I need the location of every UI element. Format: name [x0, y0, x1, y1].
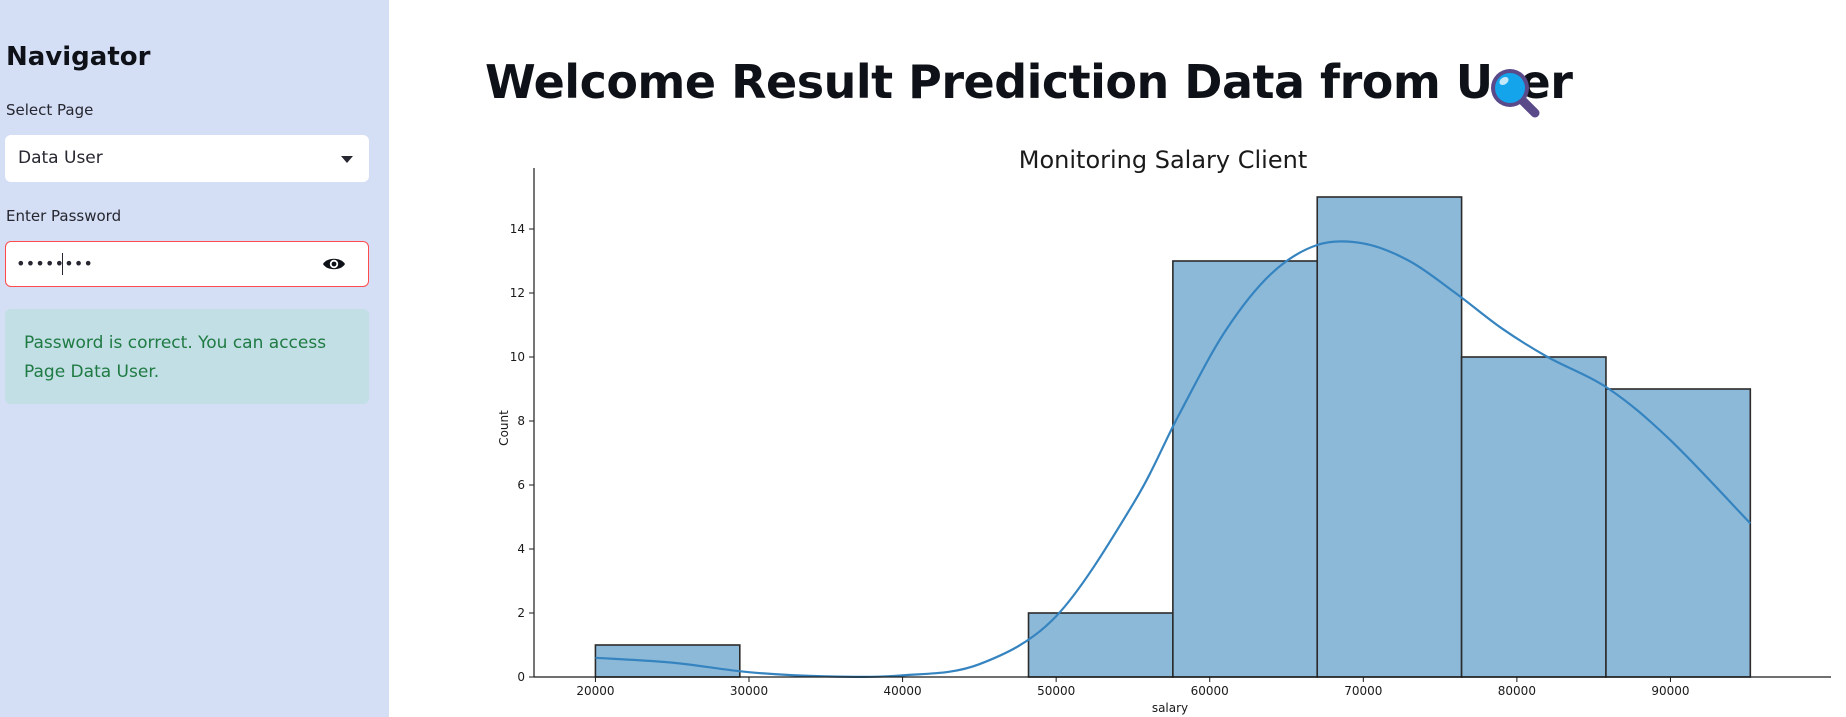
y-tick-label: 12 [510, 286, 525, 300]
sidebar-title: Navigator [6, 42, 151, 72]
histogram-bar-0 [594, 644, 741, 678]
chart-title: Monitoring Salary Client [1019, 146, 1307, 174]
y-tick-label: 2 [517, 606, 525, 620]
success-alert: Password is correct. You can access Page… [5, 309, 369, 404]
x-tick-label: 30000 [730, 684, 768, 698]
select-page-value: Data User [18, 148, 103, 168]
password-label: Enter Password [6, 207, 122, 225]
select-page-dropdown[interactable]: Data User [5, 135, 369, 182]
password-value: •••••••• [16, 254, 94, 273]
x-tick-label: 90000 [1651, 684, 1689, 698]
x-tick-label: 80000 [1498, 684, 1536, 698]
eye-icon[interactable] [322, 256, 346, 272]
histogram-bar-6 [1460, 356, 1607, 678]
histogram-bar-7 [1605, 388, 1752, 678]
x-tick-label: 60000 [1191, 684, 1229, 698]
y-tick-label: 0 [517, 670, 525, 684]
magnifying-glass-icon [1491, 69, 1540, 118]
x-tick-label: 70000 [1344, 684, 1382, 698]
axes-layer: 20000 30000 40000 50000 60000 70000 80000 90000… [510, 168, 1831, 698]
y-tick-label: 4 [517, 542, 525, 556]
y-tick-label: 10 [510, 350, 525, 364]
histogram-bar-4 [1172, 260, 1319, 678]
x-tick-label: 40000 [883, 684, 921, 698]
sidebar: Navigator Select Page Data User Enter Pa… [0, 0, 389, 717]
chevron-down-icon[interactable] [341, 156, 353, 163]
y-tick-label: 6 [517, 478, 525, 492]
bars-layer [594, 196, 1752, 678]
page-title: Welcome Result Prediction Data from User [485, 55, 1573, 109]
y-axis-label: Count [497, 410, 511, 446]
x-axis-label: salary [1152, 701, 1188, 715]
y-tick-label: 14 [510, 222, 525, 236]
text-cursor [62, 253, 63, 275]
password-input[interactable]: •••••••• [5, 241, 369, 287]
select-page-label: Select Page [6, 101, 94, 119]
x-tick-label: 20000 [576, 684, 614, 698]
salary-histogram-chart: Monitoring Salary Client 20000 30000 40000… [497, 146, 1831, 715]
x-tick-label: 50000 [1037, 684, 1075, 698]
histogram-bar-5 [1316, 196, 1463, 678]
y-tick-label: 8 [517, 414, 525, 428]
